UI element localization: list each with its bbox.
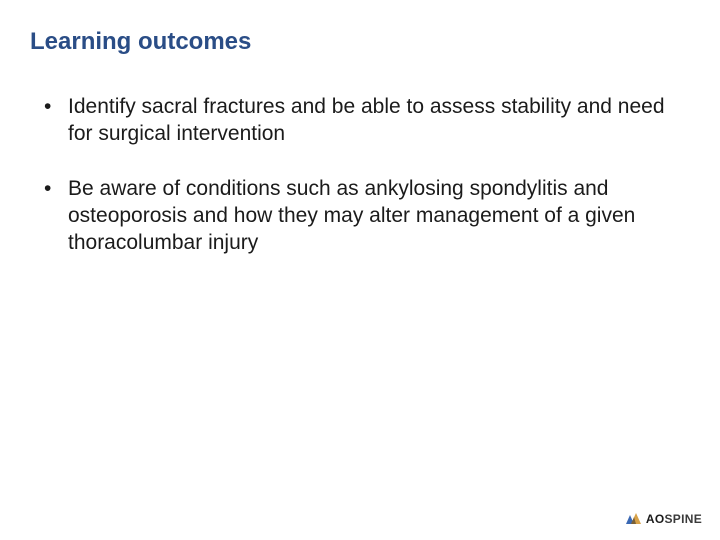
bullet-text: Identify sacral fractures and be able to… [68,95,665,145]
bullet-item: Be aware of conditions such as ankylosin… [44,176,690,257]
bullet-text: Be aware of conditions such as ankylosin… [68,177,635,254]
logo-text: AOSPINE [646,512,702,526]
slide-title: Learning outcomes [30,28,690,56]
bullet-item: Identify sacral fractures and be able to… [44,94,690,148]
logo-text-spine: SPINE [664,512,702,526]
brand-logo: AOSPINE [624,512,702,526]
slide: Learning outcomes Identify sacral fractu… [0,0,720,540]
logo-text-ao: AO [646,512,665,526]
bullet-list: Identify sacral fractures and be able to… [30,94,690,256]
logo-mark-icon [624,512,642,526]
